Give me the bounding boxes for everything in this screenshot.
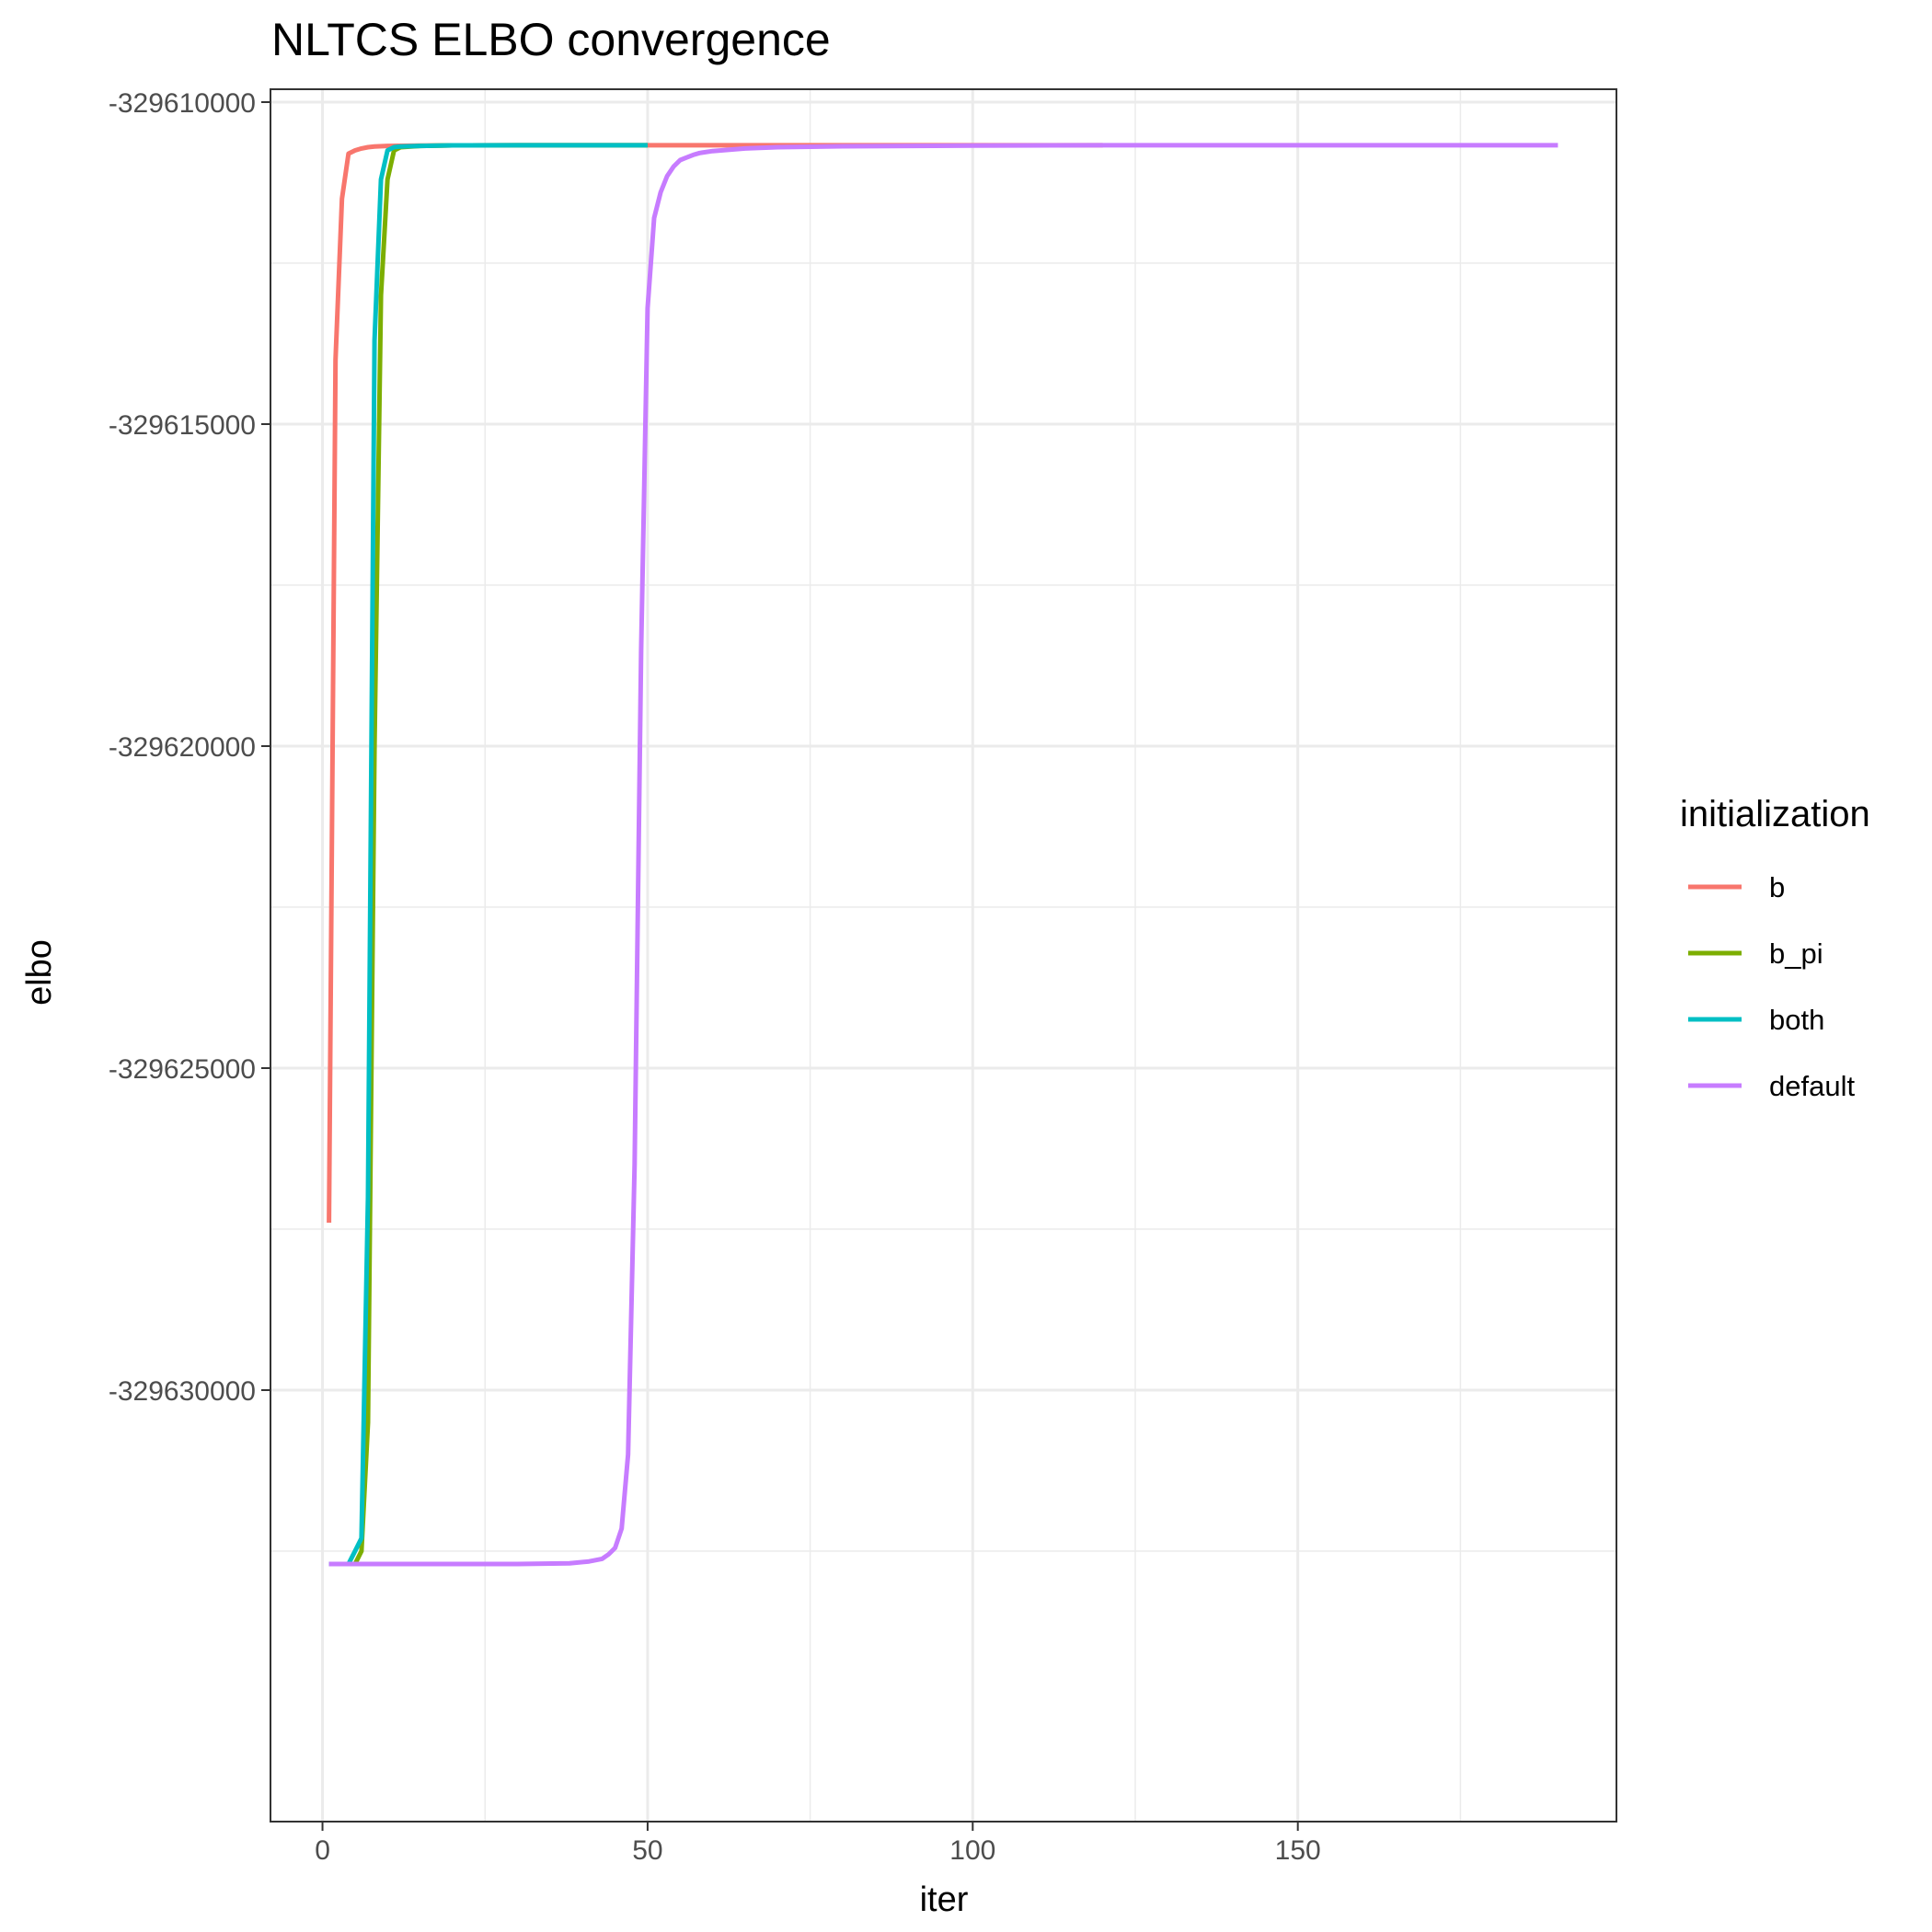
y-tick-label: -329615000	[109, 410, 256, 441]
y-tick-label: -329610000	[109, 88, 256, 119]
plot-panel	[270, 88, 1617, 1823]
series-line-default	[328, 143, 1558, 1567]
x-tick-label: 0	[315, 1835, 330, 1866]
legend-title: initialization	[1680, 794, 1870, 834]
legend-label-b: b	[1769, 871, 1785, 903]
legend-label-both: both	[1769, 1004, 1824, 1036]
series-lines	[327, 143, 1558, 1567]
y-tick-label: -329630000	[109, 1376, 256, 1407]
x-axis: 0 50 100 150	[315, 1822, 1321, 1866]
y-axis: -329610000 -329615000 -329620000 -329625000…	[109, 88, 270, 1407]
legend-label-default: default	[1769, 1070, 1855, 1102]
x-tick-label: 50	[632, 1835, 662, 1866]
x-tick-label: 150	[1275, 1835, 1321, 1866]
y-axis-title: elbo	[20, 939, 59, 1006]
x-tick-label: 100	[949, 1835, 995, 1866]
y-tick-label: -329620000	[109, 732, 256, 763]
panel-background	[270, 89, 1616, 1822]
grid-minor	[270, 89, 1616, 1822]
x-axis-title: iter	[920, 1880, 969, 1919]
chart-title: NLTCS ELBO convergence	[271, 14, 831, 65]
panel-border	[270, 88, 1617, 1823]
y-tick-label: -329625000	[109, 1054, 256, 1085]
legend-label-b-pi: b_pi	[1769, 937, 1823, 970]
